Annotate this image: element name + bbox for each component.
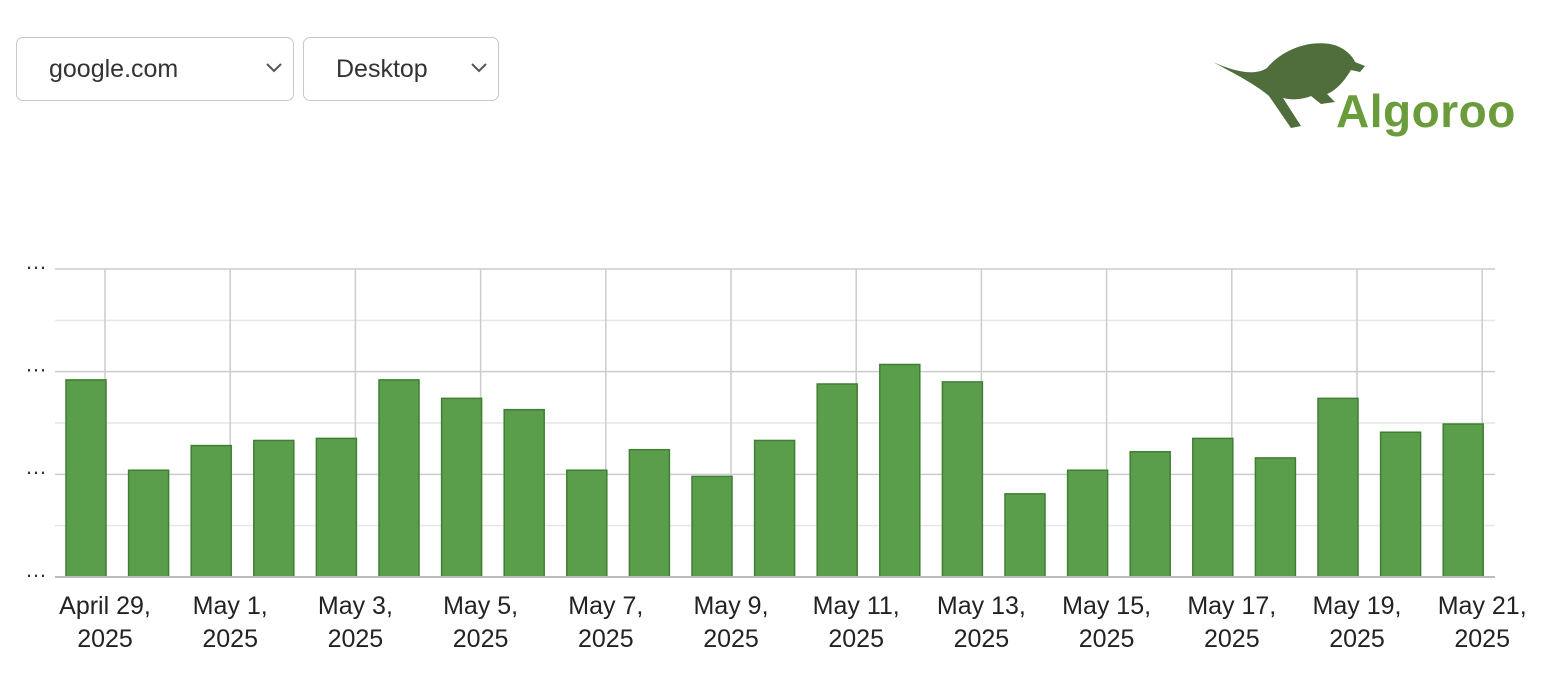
y-tick-label: … (25, 351, 47, 376)
bar (879, 363, 921, 578)
domain-select[interactable]: google.com (16, 37, 294, 101)
bar (1129, 450, 1171, 578)
bar (440, 397, 483, 578)
bar (691, 475, 733, 578)
device-select[interactable]: Desktop (303, 37, 499, 101)
x-tick-label: May 19, 2025 (1312, 592, 1402, 653)
bar (253, 439, 295, 578)
bar (1192, 437, 1234, 578)
x-tick-label: May 1, 2025 (192, 592, 268, 653)
bar (1379, 431, 1422, 578)
x-tick-label: April 29, 2025 (59, 592, 151, 653)
y-tick-label: … (25, 557, 47, 582)
bar (566, 469, 608, 578)
bar (1254, 457, 1297, 578)
bar (190, 444, 232, 578)
x-tick-label: May 3, 2025 (317, 592, 393, 653)
logo-kangaroo (1213, 43, 1365, 128)
x-tick-label: May 13, 2025 (936, 592, 1026, 653)
dropdown-arrow (471, 63, 487, 73)
x-tick-label: May 17, 2025 (1187, 592, 1277, 653)
x-tick-label: May 5, 2025 (443, 592, 519, 653)
bar (1066, 469, 1109, 578)
x-tick-label: May 7, 2025 (568, 592, 644, 653)
bar (1442, 423, 1484, 578)
bar (315, 437, 358, 578)
x-tick-label: May 15, 2025 (1062, 592, 1152, 653)
bar (65, 379, 107, 578)
logo-text: Algoroo (1336, 85, 1516, 137)
y-tick-label: … (25, 454, 47, 479)
device-select-value: Desktop (336, 54, 428, 83)
bar (1004, 493, 1046, 578)
bar (1317, 397, 1359, 578)
dropdown-arrow (266, 63, 282, 73)
bar (816, 383, 858, 578)
x-tick-label: May 21, 2025 (1437, 592, 1527, 653)
domain-select-value: google.com (49, 54, 179, 83)
bar (503, 408, 545, 578)
y-tick-label: … (25, 249, 47, 274)
bar (753, 439, 796, 578)
x-tick-label: May 9, 2025 (693, 592, 769, 653)
bar (378, 379, 420, 578)
bar (127, 469, 170, 578)
bar (628, 448, 671, 578)
bar (941, 381, 984, 578)
x-tick-label: May 11, 2025 (812, 592, 900, 653)
